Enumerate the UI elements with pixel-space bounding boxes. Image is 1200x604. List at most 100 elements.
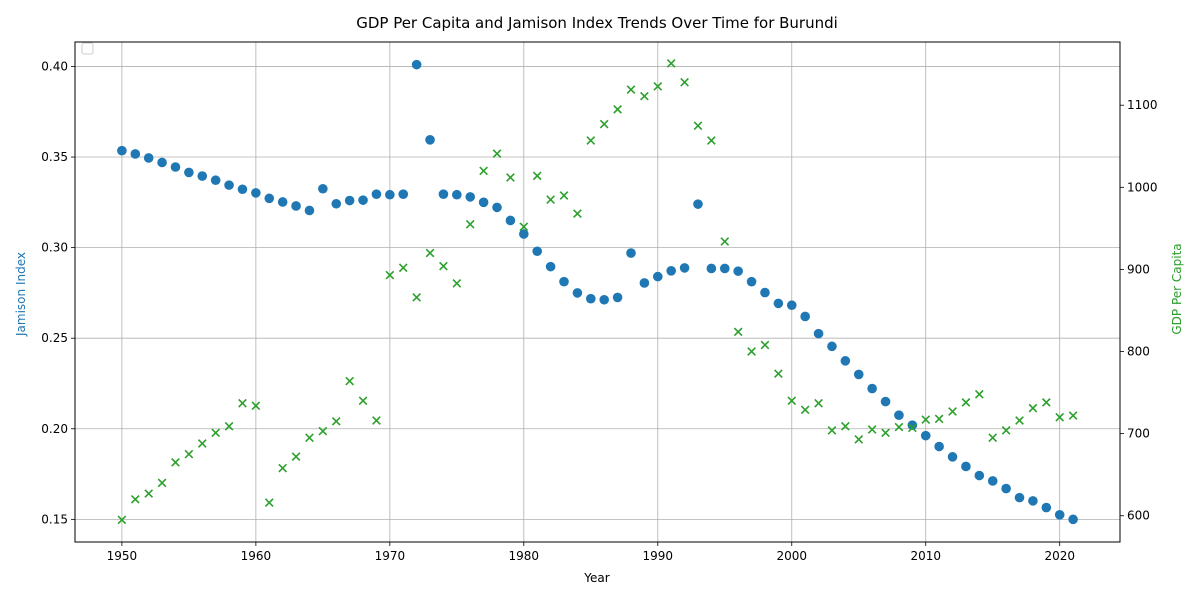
jamison-index-point <box>947 452 958 462</box>
jamison-index-point <box>318 183 328 194</box>
jamison-index-point <box>800 311 810 322</box>
jamison-index-point <box>331 198 342 209</box>
gdp-per-capita-point <box>278 463 288 473</box>
gdp-per-capita-point <box>412 292 422 302</box>
x-tick-label: 1980 <box>509 549 540 563</box>
jamison-index-point <box>237 184 248 195</box>
jamison-index-point <box>920 430 931 441</box>
y-left-tick-label: 0.15 <box>41 512 68 526</box>
jamison-index-point <box>519 229 529 239</box>
y-right-tick-label: 800 <box>1127 345 1150 359</box>
jamison-index-point <box>117 145 127 156</box>
jamison-index-point <box>679 263 690 273</box>
jamison-index-point <box>693 199 703 209</box>
jamison-index-point <box>1068 514 1078 525</box>
gdp-per-capita-point <box>144 489 154 498</box>
jamison-index-point <box>398 189 409 199</box>
y-axis-left-label: Jamison Index <box>14 252 28 337</box>
jamison-index-point <box>545 261 556 272</box>
gdp-per-capita-point <box>465 219 475 229</box>
jamison-index-point <box>1028 496 1038 506</box>
gdp-per-capita-point <box>398 263 408 273</box>
jamison-index-point <box>210 175 221 186</box>
x-tick-label: 1990 <box>643 549 674 563</box>
jamison-index-point <box>867 383 877 394</box>
gdp-per-capita-point <box>1001 425 1011 435</box>
jamison-index-point <box>639 278 650 288</box>
jamison-index-point <box>880 396 891 407</box>
jamison-index-point <box>719 263 730 274</box>
y-right-tick-label: 900 <box>1127 262 1150 276</box>
jamison-index-point <box>907 420 918 430</box>
axes: 1950 1960 1970 1980 1990 2000 2010 2020 0.15 0.20… <box>41 59 1157 563</box>
gdp-per-capita-point <box>1028 403 1038 413</box>
gdp-per-capita-point <box>707 136 716 145</box>
gdp-per-capita-point <box>1055 412 1065 422</box>
gdp-per-capita-point <box>318 426 328 436</box>
y-right-tick-label: 1000 <box>1127 180 1158 194</box>
gdp-per-capita-point <box>439 261 448 271</box>
x-tick-label: 1950 <box>107 549 138 563</box>
jamison-index-point <box>505 215 516 226</box>
jamison-index-point <box>934 441 944 452</box>
gdp-per-capita-point <box>1015 416 1024 425</box>
jamison-index-point <box>773 298 784 309</box>
jamison-index-point <box>813 328 824 339</box>
grid <box>75 42 1120 542</box>
y-right-tick-label: 1100 <box>1127 98 1158 112</box>
jamison-index-point <box>894 410 904 420</box>
jamison-index-point <box>1014 492 1025 503</box>
gdp-per-capita-point <box>345 376 355 386</box>
gdp-per-capita-point <box>653 81 663 91</box>
gdp-per-capita-point <box>211 428 221 438</box>
jamison-index-point <box>358 195 368 205</box>
jamison-index-point <box>344 195 355 206</box>
gdp-per-capita-point <box>733 327 743 337</box>
gdp-per-capita-point <box>331 416 341 426</box>
gdp-per-capita-point <box>519 222 529 232</box>
gdp-per-capita-point <box>720 237 730 246</box>
gdp-per-capita-point <box>532 171 542 181</box>
gdp-per-capita-point <box>506 173 515 182</box>
jamison-index-point <box>746 276 757 287</box>
y-left-tick-label: 0.40 <box>41 59 68 73</box>
jamison-index-point <box>438 189 449 199</box>
gdp-per-capita-point <box>184 449 194 459</box>
gdp-per-capita-point <box>599 119 609 129</box>
gdp-per-capita-point <box>559 191 569 200</box>
gdp-per-capita-point <box>546 195 555 205</box>
gdp-per-capita-point <box>291 452 301 461</box>
jamison-index-point <box>1041 502 1052 513</box>
jamison-index-point <box>827 341 837 352</box>
gdp-per-capita-point <box>894 422 904 432</box>
jamison-index-point <box>599 294 609 305</box>
jamison-index-point <box>532 246 543 257</box>
jamison-index-point <box>184 167 194 178</box>
jamison-index-point <box>492 202 502 213</box>
jamison-index-point <box>572 288 583 298</box>
jamison-index-point <box>385 189 395 200</box>
jamison-index-point <box>478 197 489 208</box>
gdp-per-capita-point <box>626 85 636 94</box>
y-left-tick-label: 0.25 <box>41 331 68 345</box>
jamison-index-point <box>853 369 864 380</box>
gdp-per-capita-point <box>264 498 274 507</box>
gdp-per-capita-point <box>130 494 140 504</box>
x-axis-label: Year <box>583 571 609 585</box>
gdp-per-capita-point <box>840 421 850 431</box>
jamison-index-point <box>157 157 167 168</box>
gdp-per-capita-point <box>854 435 864 444</box>
y-axis-right-label: GDP Per Capita <box>1170 243 1184 334</box>
gdp-per-capita-point <box>988 433 998 443</box>
gdp-per-capita-point <box>881 428 890 438</box>
y-left-tick-label: 0.20 <box>41 422 68 436</box>
y-left-tick-label: 0.35 <box>41 150 68 164</box>
jamison-index-point <box>130 149 141 159</box>
gdp-per-capita-point <box>974 389 984 399</box>
jamison-index-point <box>1001 483 1011 494</box>
y-right-tick-label: 700 <box>1127 427 1150 441</box>
jamison-index-point <box>612 292 623 303</box>
gdp-per-capita-point <box>492 149 502 159</box>
